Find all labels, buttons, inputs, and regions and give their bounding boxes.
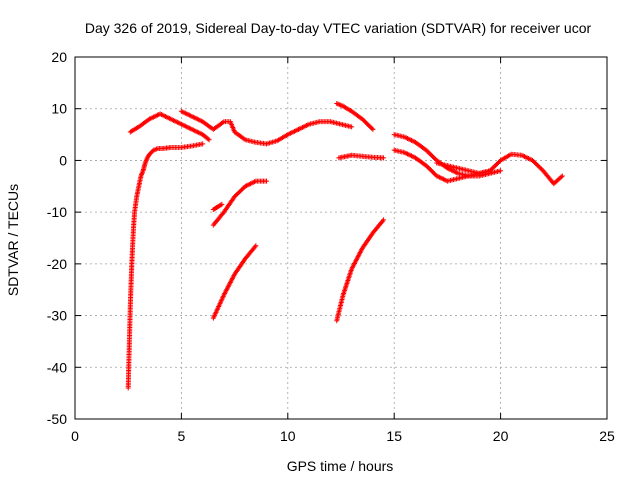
x-tick-label: 10 xyxy=(280,428,296,444)
series-arc-8 xyxy=(336,152,387,161)
series-arc-2 xyxy=(178,108,301,147)
y-tick-label: 10 xyxy=(51,101,67,117)
chart-title: Day 326 of 2019, Sidereal Day-to-day VTE… xyxy=(85,20,592,36)
series-arc-3 xyxy=(210,178,270,228)
y-tick-label: -30 xyxy=(47,308,67,324)
y-tick-label: -20 xyxy=(47,256,67,272)
series-arc-5 xyxy=(295,119,355,132)
y-tick-label: -10 xyxy=(47,204,67,220)
series-arc-6 xyxy=(334,101,376,132)
data-point xyxy=(558,174,564,180)
y-tick-label: 0 xyxy=(59,152,67,168)
data-point xyxy=(370,126,376,132)
x-axis-label: GPS time / hours xyxy=(287,458,394,474)
data-point xyxy=(205,136,211,142)
data-point xyxy=(200,141,206,147)
series-arc-3-short xyxy=(210,201,225,213)
y-tick-label: 20 xyxy=(51,49,67,65)
x-tick-label: 15 xyxy=(386,428,402,444)
y-tick-label: -50 xyxy=(47,411,67,427)
data-point xyxy=(381,155,387,161)
data-point xyxy=(381,217,387,223)
data-point xyxy=(559,173,565,179)
data-point xyxy=(349,124,355,130)
x-tick-label: 25 xyxy=(599,428,615,444)
series-arc-1-upper xyxy=(127,111,212,143)
x-tick-label: 20 xyxy=(493,428,509,444)
data-point xyxy=(369,125,375,131)
series-arc-4 xyxy=(210,243,259,321)
plot-frame xyxy=(74,56,608,420)
grid-lines xyxy=(75,57,607,419)
y-axis-label: SDTVAR / TECUs xyxy=(5,184,21,296)
data-points xyxy=(125,101,565,391)
y-tick-label: -40 xyxy=(47,359,67,375)
series-arc-1-rise xyxy=(125,141,206,391)
data-point xyxy=(264,178,270,184)
x-tick-label: 0 xyxy=(71,428,79,444)
data-point xyxy=(498,168,504,174)
series-arc-7 xyxy=(334,217,387,324)
data-point xyxy=(206,137,212,143)
data-point xyxy=(219,201,225,207)
series-arc-11 xyxy=(434,151,565,187)
data-point xyxy=(253,243,259,249)
data-point xyxy=(218,202,224,208)
x-tick-label: 5 xyxy=(178,428,186,444)
